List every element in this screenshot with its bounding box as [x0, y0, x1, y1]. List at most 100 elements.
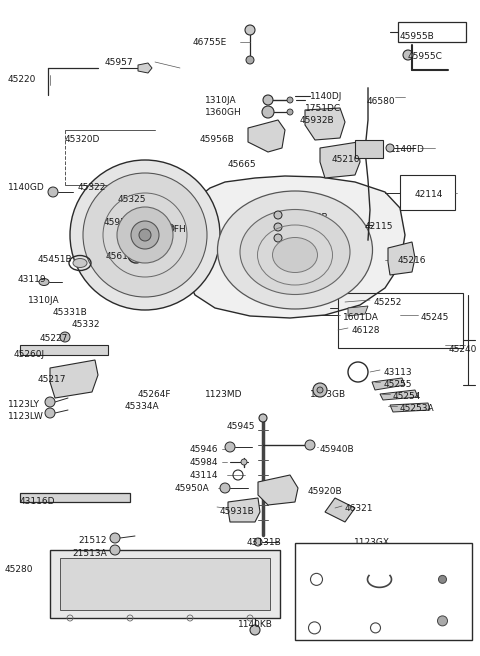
- Circle shape: [110, 533, 120, 543]
- Text: 45265B: 45265B: [294, 225, 329, 234]
- Circle shape: [262, 106, 274, 118]
- Text: 43113: 43113: [384, 368, 413, 377]
- Bar: [355, 140, 383, 158]
- Text: 45950A: 45950A: [175, 484, 210, 493]
- Circle shape: [110, 545, 120, 555]
- Text: 45322: 45322: [78, 183, 107, 192]
- Text: 45260J: 45260J: [14, 350, 45, 359]
- Text: 45325: 45325: [118, 195, 146, 204]
- Circle shape: [60, 332, 70, 342]
- Circle shape: [254, 538, 262, 546]
- Polygon shape: [372, 378, 405, 390]
- Text: 1140FH: 1140FH: [152, 225, 187, 234]
- Text: 45957: 45957: [105, 58, 133, 67]
- Ellipse shape: [217, 191, 372, 309]
- Circle shape: [70, 160, 220, 310]
- Polygon shape: [348, 306, 368, 316]
- Text: 45276B: 45276B: [294, 213, 329, 222]
- Circle shape: [287, 97, 293, 103]
- Text: 45280: 45280: [5, 565, 34, 574]
- Polygon shape: [20, 345, 108, 355]
- Polygon shape: [182, 176, 405, 318]
- Polygon shape: [388, 242, 415, 275]
- Text: 1573GB: 1573GB: [310, 390, 346, 399]
- Circle shape: [403, 50, 413, 60]
- Circle shape: [225, 442, 235, 452]
- Text: 1140FY: 1140FY: [307, 603, 342, 612]
- Circle shape: [241, 459, 247, 465]
- Text: 46755E: 46755E: [193, 38, 227, 47]
- Polygon shape: [380, 390, 418, 400]
- Text: 45665: 45665: [228, 160, 257, 169]
- Circle shape: [139, 229, 151, 241]
- Circle shape: [117, 207, 173, 263]
- Circle shape: [287, 109, 293, 115]
- Circle shape: [317, 387, 323, 393]
- Text: 1140FD: 1140FD: [390, 145, 425, 154]
- Text: 45984: 45984: [190, 458, 218, 467]
- Text: 43119: 43119: [18, 275, 47, 284]
- Text: 43131B: 43131B: [247, 538, 282, 547]
- Ellipse shape: [39, 279, 49, 285]
- Text: 1123LY: 1123LY: [8, 400, 40, 409]
- Text: 45920B: 45920B: [308, 487, 343, 496]
- Text: 42115: 42115: [365, 222, 394, 231]
- Text: 45262B: 45262B: [425, 554, 460, 564]
- Circle shape: [274, 223, 282, 231]
- Text: 45216: 45216: [398, 256, 427, 265]
- Polygon shape: [390, 403, 430, 412]
- Text: 1310JA: 1310JA: [28, 296, 60, 305]
- Text: 1799VA: 1799VA: [366, 554, 401, 564]
- Text: 45955C: 45955C: [408, 52, 443, 61]
- Text: 1123LW: 1123LW: [8, 412, 44, 421]
- Text: 21512: 21512: [78, 536, 107, 545]
- Text: 1123GX: 1123GX: [354, 538, 390, 547]
- Text: 45320D: 45320D: [65, 135, 100, 144]
- Circle shape: [263, 95, 273, 105]
- Text: 45959C: 45959C: [104, 218, 139, 227]
- Bar: [400, 175, 455, 210]
- Text: 45331B: 45331B: [53, 308, 88, 317]
- Ellipse shape: [240, 209, 350, 295]
- Text: 45264F: 45264F: [138, 390, 171, 399]
- Text: 45956B: 45956B: [200, 135, 235, 144]
- Text: 45451B: 45451B: [38, 255, 72, 264]
- Polygon shape: [50, 360, 98, 398]
- Text: 43114: 43114: [190, 471, 218, 480]
- Bar: [338, 293, 463, 348]
- Circle shape: [131, 221, 159, 249]
- Text: 45940B: 45940B: [320, 445, 355, 454]
- Circle shape: [45, 408, 55, 418]
- Text: 45240: 45240: [449, 345, 478, 354]
- Circle shape: [135, 217, 145, 227]
- Text: 1125DA: 1125DA: [424, 603, 461, 612]
- Polygon shape: [138, 63, 152, 73]
- Text: 46580: 46580: [367, 97, 396, 106]
- Bar: [295, 543, 472, 640]
- Circle shape: [259, 414, 267, 422]
- Text: 42114: 42114: [415, 190, 444, 199]
- Text: 1140KB: 1140KB: [238, 620, 273, 629]
- Bar: [50, 550, 280, 618]
- Text: 1123MD: 1123MD: [205, 390, 242, 399]
- Text: 1601DA: 1601DA: [343, 313, 379, 322]
- Circle shape: [437, 616, 447, 626]
- Text: 45332: 45332: [72, 320, 100, 329]
- Text: 11403C: 11403C: [307, 554, 342, 564]
- Text: 1140DJ: 1140DJ: [310, 92, 342, 101]
- Text: 45253A: 45253A: [400, 404, 434, 413]
- Text: 45612: 45612: [106, 252, 134, 261]
- Text: 1751DC: 1751DC: [305, 104, 341, 113]
- Circle shape: [166, 224, 174, 232]
- Circle shape: [45, 397, 55, 407]
- Text: 45955B: 45955B: [400, 32, 435, 41]
- Circle shape: [313, 383, 327, 397]
- Text: 45227: 45227: [40, 334, 68, 343]
- Polygon shape: [320, 142, 360, 178]
- Polygon shape: [258, 475, 298, 505]
- Text: 46128: 46128: [352, 326, 381, 335]
- Text: 45945: 45945: [227, 422, 255, 431]
- Polygon shape: [248, 120, 285, 152]
- Circle shape: [246, 56, 254, 64]
- Bar: [398, 22, 466, 42]
